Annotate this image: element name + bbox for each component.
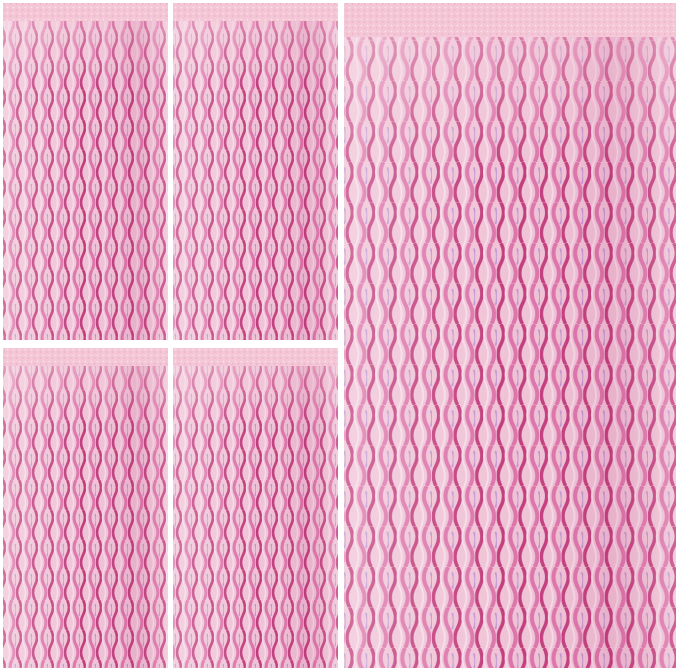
curtain-small-top-left [3, 3, 168, 340]
curtain-small-bottom-middle [173, 348, 338, 668]
curtain-small-top-middle [173, 3, 338, 340]
curtain-small-bottom-left [3, 348, 168, 668]
curtain-large-right [344, 3, 676, 668]
